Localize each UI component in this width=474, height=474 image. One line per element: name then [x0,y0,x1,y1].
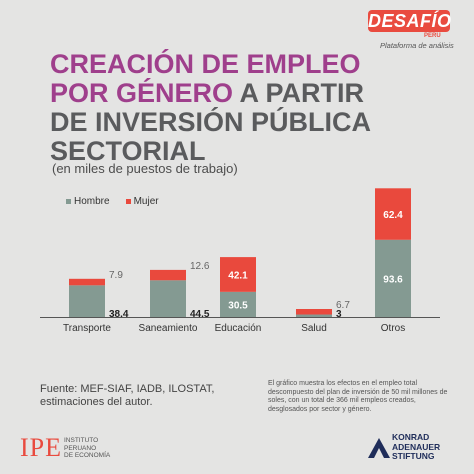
bar-mujer-saneamiento [150,269,186,281]
desafio-country: PERÚ [424,33,441,39]
ipe-name: INSTITUTO PERUANO DE ECONOMÍA [64,437,110,460]
bar-mujer-transporte [69,278,105,286]
data-label-mujer-otros: 62.4 [383,210,403,221]
ipe-name-line-1: INSTITUTO [64,437,99,444]
desafio-tagline: Plataforma de análisis [380,41,454,50]
legend-label-mujer: Mujer [133,196,159,207]
chart-legend: Hombre Mujer [66,196,159,207]
bar-hombre-otros [375,239,411,317]
data-label-hombre-salud: 3 [336,309,342,320]
data-label-mujer-saneamiento: 12.6 [190,261,210,272]
kas-name-line-1: KONRAD [392,432,430,442]
source-text: Fuente: MEF-SIAF, IADB, ILOSTAT, estimac… [40,383,215,408]
data-label-hombre-educación: 30.5 [228,300,248,311]
kas-logo-icon [368,438,390,458]
bar-hombre-transporte [69,285,105,317]
ipe-name-line-3: DE ECONOMÍA [64,452,111,459]
data-label-hombre-otros: 93.6 [383,274,403,285]
chart-title: CREACIÓN DE EMPLEO POR GÉNERO A PARTIR D… [50,50,450,166]
kas-name: KONRAD ADENAUER STIFTUNG [392,432,441,462]
kas-name-line-2: ADENAUER [392,441,441,452]
category-label-educación: Educación [215,323,262,334]
category-label-otros: Otros [381,323,405,334]
ipe-name-line-2: PERUANO [64,444,97,452]
bar-hombre-educación [220,291,256,317]
bar-mujer-educación [220,257,256,292]
data-label-mujer-transporte: 7.9 [109,270,123,281]
data-label-mujer-salud: 6.7 [336,300,350,311]
title-line-4: SECTORIAL [50,136,206,166]
legend-swatch-mujer [125,199,131,204]
legend-label-hombre: Hombre [74,196,110,207]
category-label-salud: Salud [301,323,327,334]
ipe-logo: IPE [20,433,62,462]
category-label-transporte: Transporte [63,323,111,334]
desafio-logo: DESAFÍO [368,10,452,32]
title-line-1: CREACIÓN DE EMPLEO [50,49,361,79]
bar-hombre-salud [296,314,332,317]
bar-mujer-salud [296,308,332,315]
bar-mujer-otros [375,188,411,240]
title-gender: POR GÉNERO [50,78,234,108]
chart-subtitle: (en miles de puestos de trabajo) [52,161,238,176]
chart-note: El gráfico muestra los efectos en el emp… [268,380,448,413]
legend-swatch-hombre [66,199,71,204]
category-label-saneamiento: Saneamiento [139,323,198,334]
title-from: A PARTIR [233,78,365,108]
data-label-hombre-transporte: 38.4 [109,309,129,320]
data-label-mujer-educación: 42.1 [228,270,248,281]
title-line-2: POR GÉNERO A PARTIR [50,79,450,108]
kas-name-line-3: STIFTUNG [392,451,435,461]
legend-item-mujer: Mujer [125,196,159,207]
legend-item-hombre: Hombre [66,196,110,207]
data-label-hombre-saneamiento: 44.5 [190,309,210,320]
bar-hombre-saneamiento [150,280,186,317]
title-line-3: DE INVERSIÓN PÚBLICA [50,107,372,137]
